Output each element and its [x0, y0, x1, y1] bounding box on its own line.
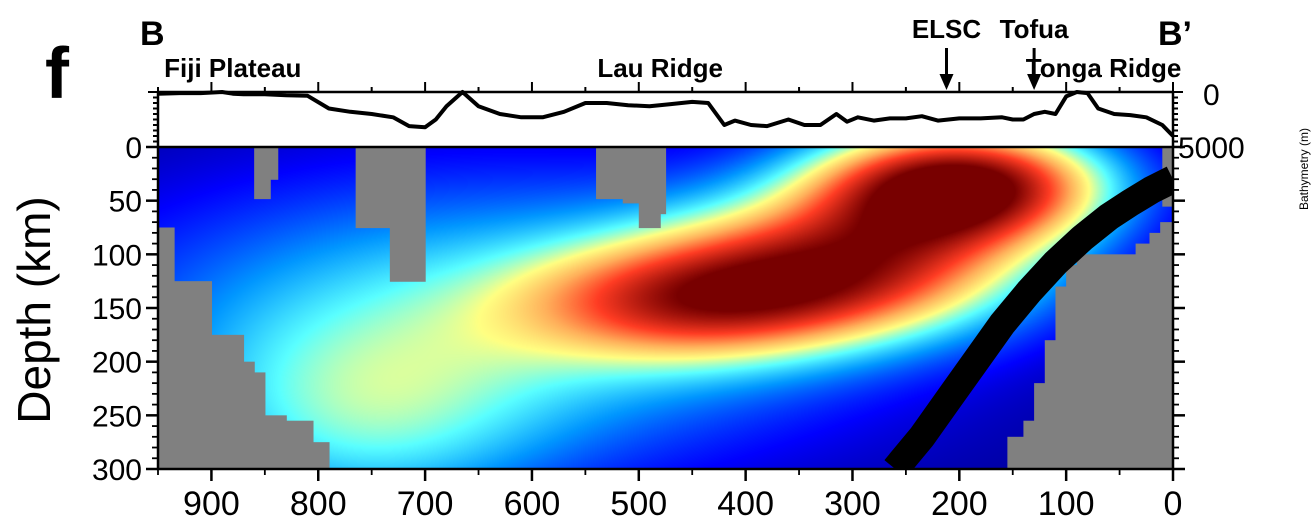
depth-tick-label: 250 [92, 400, 142, 433]
location-label-1: Lau Ridge [597, 53, 723, 83]
no-data-region [638, 147, 661, 229]
no-data-region [254, 372, 266, 469]
no-data-region [1066, 265, 1078, 469]
distance-tick-label: 400 [717, 485, 774, 523]
no-data-region [158, 227, 175, 469]
location-label-3: Tofua [1000, 14, 1069, 44]
no-data-region [211, 334, 245, 469]
no-data-region [243, 361, 255, 469]
distance-tick-label: 300 [824, 485, 881, 523]
no-data-region [660, 147, 667, 215]
bathy-tick-label-0: 0 [1203, 79, 1220, 112]
no-data-region [264, 415, 287, 469]
bathymetry-panel: Fiji Plateau Lau Ridge ELSC Tofua Tonga Ridg… [148, 14, 1311, 210]
depth-axis-label: Depth (km) [8, 196, 60, 423]
no-data-region [1103, 254, 1137, 469]
depth-tick-label: 100 [92, 239, 142, 272]
bathy-tick-label-5000: 5000 [1178, 132, 1245, 165]
distance-tick-label: 500 [610, 485, 667, 523]
no-data-region [1007, 436, 1025, 469]
no-data-region [174, 281, 213, 469]
location-arrow-head [1027, 74, 1042, 90]
section-end-label: B’ [1158, 15, 1192, 53]
subducting-slab-line [884, 166, 1173, 469]
tomography-heatmap-panel: 0 50 100 150 200 250 300 900 800 700 600 500 400 300 2… [8, 132, 1185, 523]
location-label-2: ELSC [912, 14, 982, 44]
no-data-region [1044, 340, 1057, 469]
location-label-0: Fiji Plateau [164, 53, 301, 83]
no-data-region [1135, 243, 1151, 469]
distance-tick-label: 200 [931, 485, 988, 523]
distance-tick-label: 700 [397, 485, 454, 523]
section-start-label: B [140, 15, 165, 53]
no-data-region [1034, 383, 1046, 469]
bathy-axis-label: Bathymetry (m) [1297, 128, 1311, 210]
distance-tick-label: 0 [1164, 485, 1183, 523]
distance-tick-label: 100 [1038, 485, 1095, 523]
no-data-region [1149, 232, 1161, 469]
distance-tick-label: 600 [504, 485, 561, 523]
depth-tick-label: 300 [92, 454, 142, 487]
depth-tick-label: 0 [125, 132, 142, 165]
no-data-region [1023, 420, 1035, 469]
bathymetry-profile-line [157, 90, 1175, 138]
location-label-4: Tonga Ridge [1026, 53, 1182, 83]
no-data-region [286, 420, 314, 469]
no-data-region [1076, 254, 1105, 469]
depth-tick-label: 50 [109, 186, 142, 219]
no-data-region [596, 147, 624, 200]
depth-tick-label: 200 [92, 347, 142, 380]
no-data-region [355, 147, 391, 229]
distance-tick-label: 900 [183, 485, 240, 523]
no-data-region [254, 147, 271, 200]
no-data-region [270, 147, 279, 180]
no-data-region [1160, 222, 1173, 469]
no-data-region [389, 147, 426, 282]
no-data-region [622, 147, 640, 204]
distance-tick-label: 800 [290, 485, 347, 523]
no-data-region [1055, 286, 1067, 469]
no-data-region [312, 442, 330, 469]
panel-letter: f [45, 34, 70, 114]
depth-tick-label: 150 [92, 293, 142, 326]
location-arrow-head [939, 74, 954, 90]
